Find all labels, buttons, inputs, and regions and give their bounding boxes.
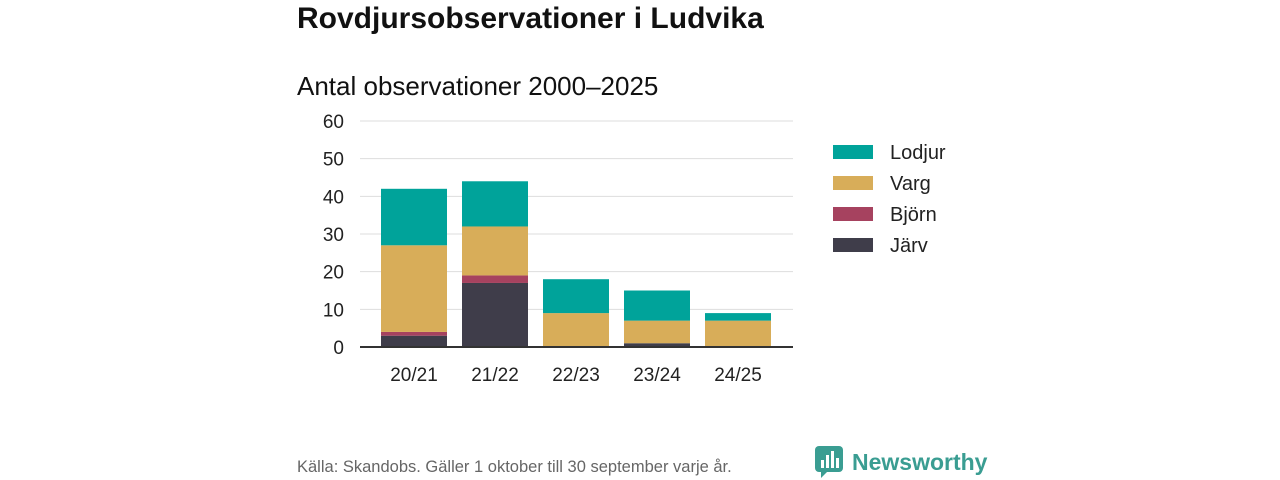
chart-title: Rovdjursobservationer i Ludvika — [297, 2, 764, 35]
bar-segment-lodjur — [624, 290, 690, 321]
legend-label: Lodjur — [890, 142, 946, 164]
bar-segment-jrv — [462, 282, 528, 347]
x-tick-label: 21/22 — [471, 365, 519, 386]
legend-label: Björn — [890, 204, 937, 226]
newsworthy-logo: Newsworthy — [815, 446, 987, 478]
x-tick-label: 22/23 — [552, 365, 600, 386]
bar-segment-bjrn — [462, 275, 528, 283]
bar-segment-lodjur — [705, 313, 771, 321]
y-tick-label: 40 — [323, 187, 344, 208]
bar-segment-lodjur — [381, 188, 447, 246]
legend-label: Järv — [890, 235, 928, 257]
bar-segment-varg — [462, 226, 528, 276]
legend-swatch — [833, 145, 873, 159]
bar-segment-jrv — [381, 335, 447, 347]
bar-segment-varg — [381, 245, 447, 332]
legend-label: Varg — [890, 173, 931, 195]
bar-segment-varg — [543, 313, 609, 347]
y-tick-label: 10 — [323, 300, 344, 321]
legend-swatch — [833, 176, 873, 190]
bar-segment-jrv — [624, 343, 690, 347]
legend-swatch — [833, 238, 873, 252]
bar-segment-varg — [624, 320, 690, 344]
legend-swatch — [833, 207, 873, 221]
chart-subtitle: Antal observationer 2000–2025 — [297, 71, 659, 101]
bar-segment-varg — [705, 320, 771, 347]
y-tick-label: 50 — [323, 150, 344, 171]
bar-segment-lodjur — [543, 279, 609, 314]
source-note: Källa: Skandobs. Gäller 1 oktober till 3… — [297, 458, 732, 476]
y-tick-label: 20 — [323, 263, 344, 284]
y-tick-label: 0 — [333, 338, 344, 359]
bar-segment-lodjur — [462, 181, 528, 227]
bar-segment-bjrn — [381, 331, 447, 336]
bar-chart-bubble-icon — [815, 446, 843, 478]
y-tick-label: 60 — [323, 112, 344, 133]
x-tick-label: 24/25 — [714, 365, 762, 386]
y-tick-label: 30 — [323, 225, 344, 246]
x-tick-label: 20/21 — [390, 365, 438, 386]
logo-wordmark: Newsworthy — [852, 448, 988, 475]
x-tick-label: 23/24 — [633, 365, 681, 386]
